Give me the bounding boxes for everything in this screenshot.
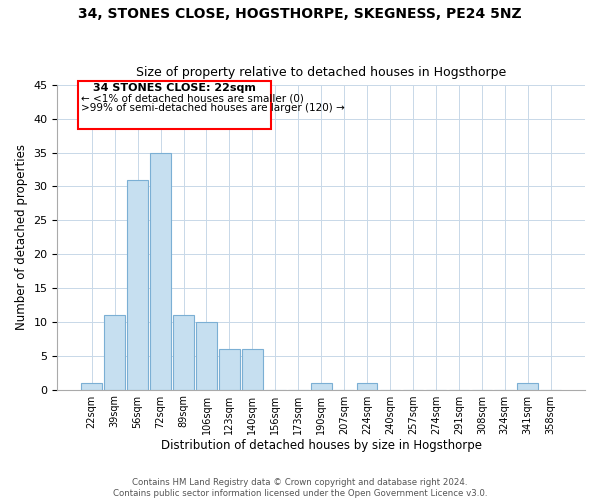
Bar <box>196 322 217 390</box>
FancyBboxPatch shape <box>78 82 271 129</box>
X-axis label: Distribution of detached houses by size in Hogsthorpe: Distribution of detached houses by size … <box>161 440 482 452</box>
Bar <box>311 383 332 390</box>
Title: Size of property relative to detached houses in Hogsthorpe: Size of property relative to detached ho… <box>136 66 506 80</box>
Bar <box>357 383 377 390</box>
Text: 34, STONES CLOSE, HOGSTHORPE, SKEGNESS, PE24 5NZ: 34, STONES CLOSE, HOGSTHORPE, SKEGNESS, … <box>78 8 522 22</box>
Y-axis label: Number of detached properties: Number of detached properties <box>15 144 28 330</box>
Text: >99% of semi-detached houses are larger (120) →: >99% of semi-detached houses are larger … <box>82 103 345 113</box>
Bar <box>173 315 194 390</box>
Text: Contains HM Land Registry data © Crown copyright and database right 2024.
Contai: Contains HM Land Registry data © Crown c… <box>113 478 487 498</box>
Bar <box>242 349 263 390</box>
Bar <box>127 180 148 390</box>
Text: 34 STONES CLOSE: 22sqm: 34 STONES CLOSE: 22sqm <box>93 84 256 94</box>
Bar <box>219 349 240 390</box>
Bar <box>150 152 171 390</box>
Bar <box>104 315 125 390</box>
Text: ← <1% of detached houses are smaller (0): ← <1% of detached houses are smaller (0) <box>82 94 304 104</box>
Bar <box>517 383 538 390</box>
Bar <box>82 383 102 390</box>
